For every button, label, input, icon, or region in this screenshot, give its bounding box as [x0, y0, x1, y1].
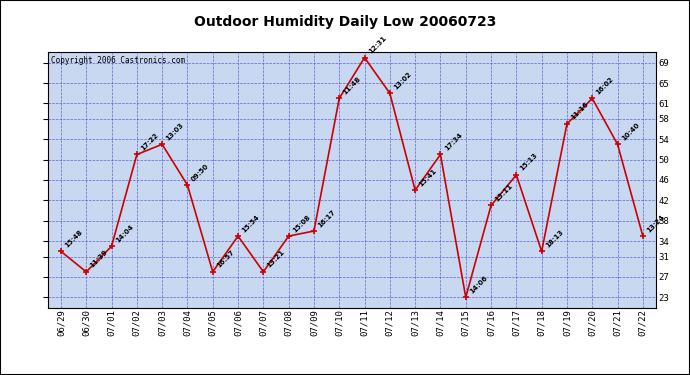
Text: 15:48: 15:48 [63, 229, 83, 249]
Text: Outdoor Humidity Daily Low 20060723: Outdoor Humidity Daily Low 20060723 [194, 15, 496, 29]
Text: Copyright 2006 Castronics.com: Copyright 2006 Castronics.com [51, 56, 186, 65]
Text: 16:57: 16:57 [215, 249, 235, 269]
Text: 12:31: 12:31 [367, 35, 387, 55]
Text: 13:24: 13:24 [646, 213, 666, 233]
Text: 11:39: 11:39 [89, 249, 109, 269]
Text: 11:48: 11:48 [342, 75, 362, 96]
Text: 16:17: 16:17 [317, 209, 337, 228]
Text: 18:13: 18:13 [544, 229, 564, 249]
Text: 15:08: 15:08 [291, 213, 311, 233]
Text: 17:34: 17:34 [443, 132, 463, 152]
Text: 13:11: 13:11 [494, 183, 514, 203]
Text: 16:02: 16:02 [595, 76, 615, 96]
Text: 13:02: 13:02 [393, 70, 413, 90]
Text: 15:13: 15:13 [519, 152, 539, 172]
Text: 17:22: 17:22 [139, 132, 159, 152]
Text: 13:03: 13:03 [165, 122, 185, 141]
Text: 10:40: 10:40 [620, 122, 640, 141]
Text: 09:50: 09:50 [190, 162, 210, 182]
Text: 11:16: 11:16 [570, 101, 590, 121]
Text: 14:04: 14:04 [115, 224, 135, 243]
Text: 13:21: 13:21 [266, 249, 286, 269]
Text: 15:54: 15:54 [241, 213, 261, 233]
Text: 14:06: 14:06 [469, 274, 489, 294]
Text: 15:41: 15:41 [418, 168, 438, 188]
